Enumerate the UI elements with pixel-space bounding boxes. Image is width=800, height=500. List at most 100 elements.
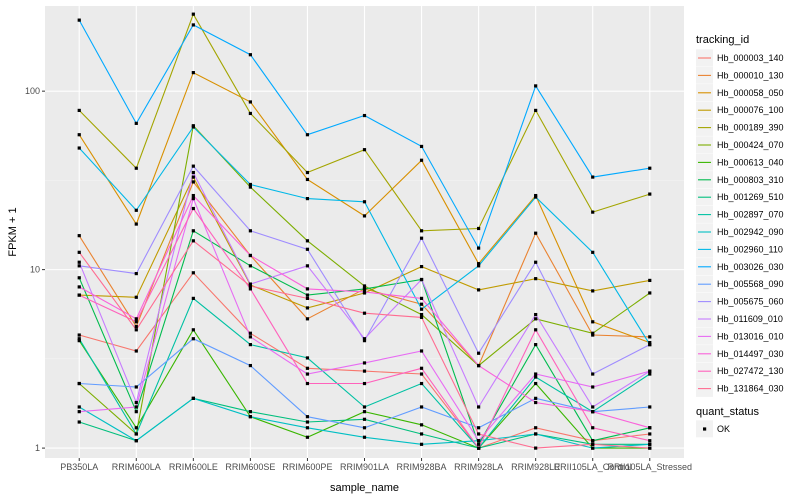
series-points bbox=[77, 12, 652, 450]
data-point bbox=[362, 200, 367, 204]
data-point bbox=[77, 234, 81, 238]
data-point bbox=[477, 446, 481, 450]
data-point bbox=[77, 337, 81, 341]
data-point bbox=[248, 111, 252, 116]
data-point bbox=[77, 333, 81, 337]
data-point bbox=[305, 366, 310, 370]
data-point bbox=[419, 312, 424, 317]
data-point bbox=[305, 317, 310, 321]
data-point bbox=[419, 264, 424, 269]
data-point bbox=[134, 426, 138, 430]
data-point bbox=[305, 306, 310, 310]
data-point bbox=[248, 185, 252, 189]
data-point bbox=[591, 372, 595, 376]
data-point bbox=[191, 164, 195, 168]
data-point bbox=[77, 108, 81, 113]
data-point bbox=[534, 260, 538, 264]
data-point bbox=[534, 375, 538, 379]
data-point bbox=[191, 328, 195, 332]
data-point bbox=[305, 296, 310, 300]
data-point bbox=[477, 351, 481, 355]
data-point bbox=[362, 405, 367, 409]
data-point bbox=[134, 432, 138, 436]
data-point bbox=[191, 180, 195, 184]
x-tick-label: RRIM600SE bbox=[225, 462, 275, 472]
legend-label: Hb_013016_010 bbox=[717, 331, 784, 341]
data-point bbox=[591, 410, 595, 414]
data-point bbox=[591, 426, 595, 430]
data-point bbox=[534, 312, 538, 317]
x-axis: PB350LA RRIM600LA RRIM600LE RRIM600SE RRIM60… bbox=[60, 458, 692, 472]
data-point bbox=[191, 23, 195, 27]
data-point bbox=[362, 410, 367, 414]
data-point bbox=[248, 253, 252, 258]
data-point bbox=[77, 405, 81, 409]
x-tick-label: RRIM928LE bbox=[511, 462, 560, 472]
data-point bbox=[77, 293, 81, 297]
data-point bbox=[648, 432, 652, 436]
data-point bbox=[77, 285, 81, 289]
data-point bbox=[534, 317, 538, 321]
data-point bbox=[419, 236, 424, 240]
data-point bbox=[77, 339, 81, 343]
data-point bbox=[134, 400, 138, 405]
data-point bbox=[191, 197, 195, 201]
data-point bbox=[134, 121, 138, 125]
data-point bbox=[305, 293, 310, 297]
data-point bbox=[134, 166, 138, 170]
data-point bbox=[77, 260, 81, 264]
data-point bbox=[77, 146, 81, 150]
legend-label: Hb_000803_310 bbox=[717, 175, 784, 185]
data-point bbox=[477, 226, 481, 231]
data-point bbox=[362, 339, 367, 343]
data-point bbox=[362, 426, 367, 430]
data-point bbox=[77, 18, 81, 22]
data-point bbox=[362, 287, 367, 291]
data-point bbox=[419, 302, 424, 306]
data-point bbox=[191, 71, 195, 75]
data-point bbox=[134, 328, 138, 332]
data-point bbox=[648, 369, 652, 373]
data-point bbox=[248, 363, 252, 368]
data-point bbox=[534, 108, 538, 113]
data-point bbox=[248, 343, 252, 347]
data-point bbox=[591, 250, 595, 254]
data-point bbox=[305, 426, 310, 430]
data-point bbox=[534, 381, 538, 386]
data-point bbox=[77, 133, 81, 137]
data-point bbox=[419, 277, 424, 282]
data-point bbox=[419, 296, 424, 300]
data-point bbox=[534, 372, 538, 376]
data-point bbox=[419, 144, 424, 149]
data-point bbox=[191, 296, 195, 300]
data-point bbox=[534, 400, 538, 405]
data-point bbox=[362, 381, 367, 386]
legend-label: Hb_000003_140 bbox=[717, 53, 784, 63]
data-point bbox=[362, 113, 367, 118]
data-point bbox=[248, 282, 252, 286]
data-point bbox=[191, 229, 195, 233]
data-point bbox=[134, 271, 138, 276]
data-point bbox=[648, 442, 652, 446]
data-point bbox=[534, 84, 538, 88]
data-point bbox=[419, 158, 424, 162]
data-point bbox=[248, 53, 252, 57]
data-point bbox=[305, 170, 310, 175]
data-point bbox=[134, 222, 138, 226]
legend-label: Hb_000010_130 bbox=[717, 70, 784, 80]
data-point bbox=[591, 405, 595, 409]
data-point bbox=[419, 405, 424, 409]
legend-label: Hb_005568_090 bbox=[717, 279, 784, 289]
data-point bbox=[477, 288, 481, 292]
legend-label: Hb_014497_030 bbox=[717, 349, 784, 359]
legend-key-point bbox=[703, 427, 707, 431]
data-point bbox=[305, 264, 310, 268]
data-point bbox=[362, 337, 367, 341]
x-tick-label: RRII105LA_Control bbox=[554, 462, 632, 472]
legend-label: Hb_000424_070 bbox=[717, 140, 784, 150]
x-tick-label: RRIM901LA bbox=[340, 462, 389, 472]
data-point bbox=[248, 335, 252, 339]
data-point bbox=[419, 349, 424, 353]
data-point bbox=[191, 193, 195, 198]
